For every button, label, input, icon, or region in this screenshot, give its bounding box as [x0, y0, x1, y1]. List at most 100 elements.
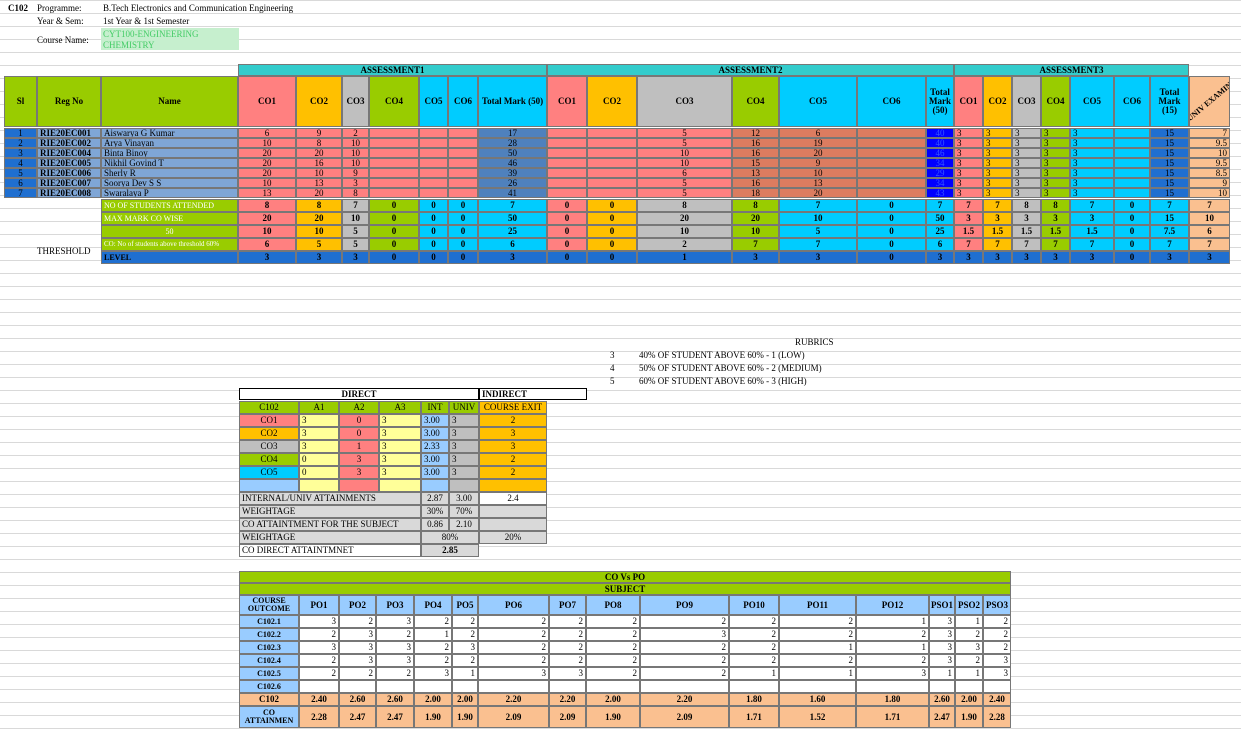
po-mapping-cell[interactable]: 3 — [299, 641, 339, 654]
po-attainment-cell[interactable]: 2.47 — [376, 706, 414, 728]
a3-score-cell[interactable]: 3 — [983, 128, 1012, 138]
summary-a2-cell[interactable]: 1 — [637, 251, 732, 264]
a2-score-cell[interactable]: 13 — [779, 178, 857, 188]
co-direct-attainment-value[interactable]: 2.85 — [421, 544, 479, 557]
a2-score-cell[interactable] — [587, 168, 637, 178]
po-mapping-cell[interactable]: 1 — [779, 641, 856, 654]
direct-cell[interactable]: 3 — [379, 440, 421, 453]
po-mapping-cell[interactable]: 3 — [549, 667, 586, 680]
a3-score-cell[interactable]: 15 — [1150, 178, 1189, 188]
po-mapping-cell[interactable]: 2 — [299, 654, 339, 667]
summary-a2-cell[interactable]: 0 — [857, 212, 926, 225]
po-mapping-cell[interactable]: 2 — [549, 615, 586, 628]
po-mapping-cell[interactable]: 2 — [452, 628, 478, 641]
a2-score-cell[interactable] — [857, 158, 926, 168]
student-sl[interactable]: 5 — [4, 168, 37, 178]
po-mapping-cell[interactable] — [929, 680, 955, 693]
a1-score-cell[interactable] — [419, 128, 448, 138]
summary-a2-cell[interactable]: 0 — [587, 225, 637, 238]
a3-score-cell[interactable]: 3 — [1012, 158, 1041, 168]
a1-score-cell[interactable]: 10 — [296, 168, 342, 178]
direct-col-header[interactable]: A3 — [379, 401, 421, 414]
summary-a1-cell[interactable]: 8 — [238, 199, 296, 212]
po-mapping-cell[interactable]: 2 — [339, 615, 376, 628]
a2-score-cell[interactable]: 34 — [926, 178, 954, 188]
a2-score-cell[interactable] — [547, 188, 587, 198]
student-sl[interactable]: 7 — [4, 188, 37, 198]
a3-score-cell[interactable] — [1114, 178, 1150, 188]
summary-a3-cell[interactable]: 3 — [954, 212, 983, 225]
po-attainment-cell[interactable]: 2.28 — [983, 706, 1011, 728]
po-mapping-cell[interactable]: 1 — [856, 615, 929, 628]
summary-a2-cell[interactable]: 3 — [926, 251, 954, 264]
univ-attainment-value[interactable]: 3.00 — [449, 492, 479, 505]
summary-a2-cell[interactable]: 0 — [857, 199, 926, 212]
c102-average-cell[interactable]: 2.00 — [586, 693, 640, 706]
summary-a2-cell[interactable]: 5 — [779, 225, 857, 238]
summary-label[interactable]: MAX MARK CO WISE — [101, 212, 238, 225]
direct-col-header[interactable]: COURSE EXIT — [479, 401, 547, 414]
a3-score-cell[interactable]: 3 — [983, 138, 1012, 148]
a1-score-cell[interactable]: 16 — [296, 158, 342, 168]
a1-score-cell[interactable]: 10 — [342, 138, 369, 148]
direct-cell[interactable]: 3 — [379, 427, 421, 440]
po-header[interactable]: PSO2 — [955, 595, 983, 615]
a3-score-cell[interactable]: 3 — [954, 128, 983, 138]
a2-score-cell[interactable]: 18 — [732, 188, 779, 198]
course-outcome-cell[interactable]: C102.1 — [239, 615, 299, 628]
a2-score-cell[interactable]: 10 — [779, 168, 857, 178]
student-regno[interactable]: RIE20EC007 — [37, 178, 101, 188]
summary-a1-cell[interactable]: 3 — [342, 251, 369, 264]
summary-a1-cell[interactable]: 0 — [369, 251, 419, 264]
a1-co2-header[interactable]: CO2 — [296, 76, 342, 127]
summary-a3-cell[interactable]: 7 — [983, 199, 1012, 212]
a2-score-cell[interactable]: 12 — [732, 128, 779, 138]
po-mapping-cell[interactable]: 3 — [983, 654, 1011, 667]
direct-col-header[interactable]: A2 — [339, 401, 379, 414]
a2-score-cell[interactable] — [857, 128, 926, 138]
univ-mark-cell[interactable]: 10 — [1189, 148, 1230, 158]
a2-score-cell[interactable]: 5 — [637, 138, 732, 148]
weightage-label[interactable]: WEIGHTAGE — [239, 505, 421, 518]
direct-cell[interactable]: 2 — [479, 466, 547, 479]
a2-score-cell[interactable]: 6 — [637, 168, 732, 178]
a1-score-cell[interactable] — [369, 138, 419, 148]
summary-a1-cell[interactable]: 6 — [238, 238, 296, 251]
summary-label[interactable]: 50 — [101, 225, 238, 238]
summary-a1-cell[interactable]: 3 — [478, 251, 547, 264]
student-sl[interactable]: 4 — [4, 158, 37, 168]
direct-cell[interactable]: 2 — [479, 453, 547, 466]
summary-a3-cell[interactable]: 3 — [1041, 251, 1070, 264]
po-header[interactable]: PO7 — [549, 595, 586, 615]
a3-score-cell[interactable]: 3 — [1041, 178, 1070, 188]
direct-cell[interactable]: 3 — [299, 440, 339, 453]
univ-mark-cell[interactable]: 9.5 — [1189, 138, 1230, 148]
c102-average-cell[interactable]: 2.20 — [478, 693, 549, 706]
direct-cell[interactable]: 3.00 — [421, 414, 449, 427]
a3-score-cell[interactable]: 15 — [1150, 128, 1189, 138]
summary-a3-cell[interactable]: 7 — [1041, 238, 1070, 251]
a3-score-cell[interactable]: 3 — [1070, 178, 1114, 188]
summary-a2-cell[interactable]: 0 — [587, 251, 637, 264]
a2-score-cell[interactable]: 40 — [926, 138, 954, 148]
po-header[interactable]: PO6 — [478, 595, 549, 615]
po-mapping-cell[interactable]: 3 — [414, 667, 452, 680]
year-value[interactable]: 1st Year & 1st Semester — [103, 16, 190, 26]
univ-mark-cell[interactable]: 9 — [1189, 178, 1230, 188]
po-attainment-cell[interactable]: 1.90 — [452, 706, 478, 728]
po-mapping-cell[interactable] — [586, 680, 640, 693]
univ-exam-header[interactable]: UNIV EXAMIN — [1189, 76, 1230, 127]
a3-score-cell[interactable] — [1114, 168, 1150, 178]
direct-cell[interactable]: 3.00 — [421, 466, 449, 479]
po-mapping-cell[interactable]: 1 — [955, 667, 983, 680]
po-mapping-cell[interactable]: 2 — [640, 654, 729, 667]
a1-score-cell[interactable]: 10 — [342, 158, 369, 168]
po-attainment-cell[interactable]: 2.47 — [929, 706, 955, 728]
a2-score-cell[interactable]: 19 — [779, 138, 857, 148]
a3-score-cell[interactable]: 3 — [1041, 148, 1070, 158]
direct-cell[interactable]: 0 — [339, 414, 379, 427]
direct-cell[interactable]: 3 — [379, 453, 421, 466]
po-mapping-cell[interactable]: 2 — [779, 628, 856, 641]
co-attainment-row-label[interactable]: CO ATTAINMEN — [239, 706, 299, 728]
a2-score-cell[interactable]: 5 — [637, 128, 732, 138]
